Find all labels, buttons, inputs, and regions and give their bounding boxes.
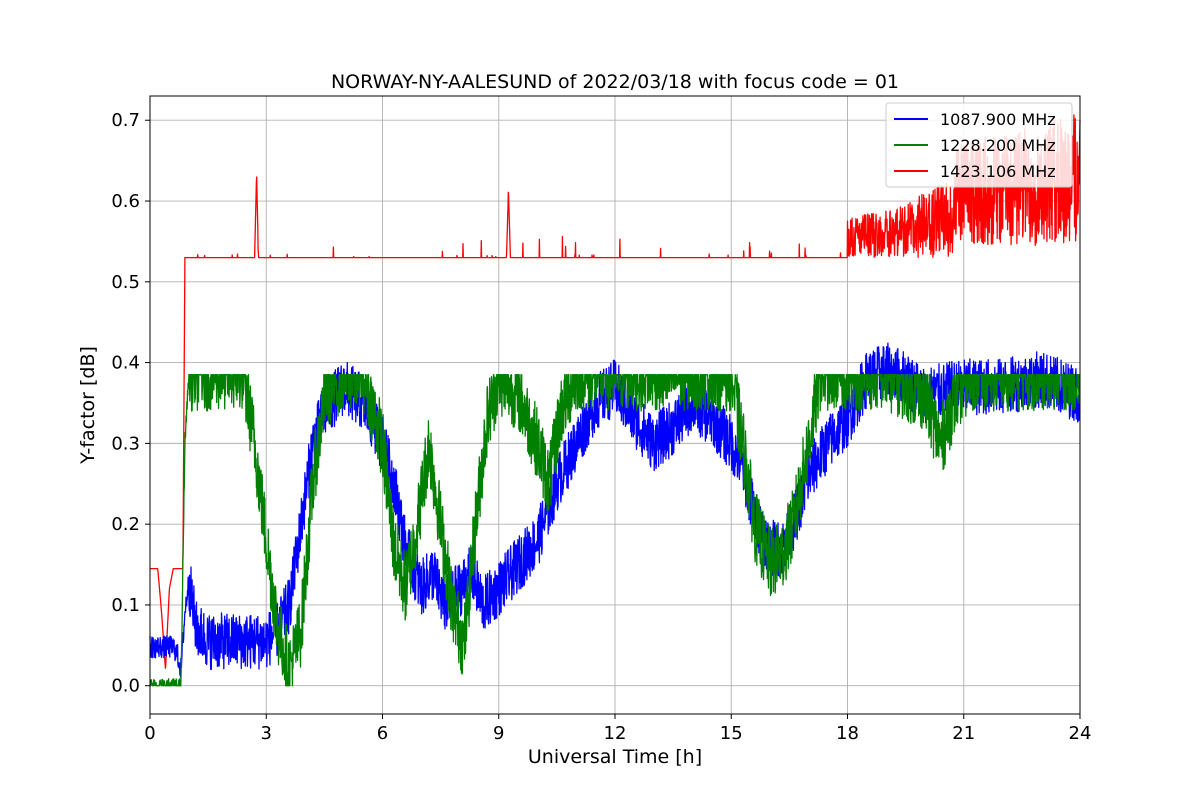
legend-box [885,102,1073,188]
legend-entry: 1228.200 MHz [940,136,1056,155]
y-axis-label: Y-factor [dB] [77,346,99,465]
y-tick-label: 0.7 [111,110,140,131]
x-tick-label: 24 [1069,723,1092,744]
y-tick-label: 0.1 [111,595,140,616]
x-tick-label: 3 [261,723,272,744]
x-tick-label: 12 [604,723,627,744]
legend-entry: 1423.106 MHz [940,162,1056,181]
x-tick-label: 18 [836,723,859,744]
x-tick-label: 9 [493,723,504,744]
y-tick-label: 0.3 [111,433,140,454]
ticks: 0 3 6 9 12 15 18 21 24 0.0 0.1 0.2 0.3 0.4 0.5 0.6 0.7 [111,110,1091,744]
y-tick-label: 0.5 [111,272,140,293]
y-tick-label: 0.2 [111,514,140,535]
x-tick-label: 15 [720,723,743,744]
x-tick-label: 6 [377,723,388,744]
series-line-2 [149,374,1081,687]
series-line-3 [149,114,1081,669]
series-layer [149,114,1081,687]
y-tick-label: 0.4 [111,353,140,374]
y-tick-label: 0.0 [111,676,140,697]
x-tick-label: 0 [144,723,155,744]
legend-entry: 1087.900 MHz [940,110,1056,129]
x-tick-label: 21 [952,723,975,744]
legend: 1087.900 MHz 1228.200 MHz 1423.106 MHz [885,102,1073,188]
chart-title: NORWAY-NY-AALESUND of 2022/03/18 with fo… [331,71,899,93]
x-axis-label: Universal Time [h] [528,746,702,768]
y-tick-label: 0.6 [111,191,140,212]
